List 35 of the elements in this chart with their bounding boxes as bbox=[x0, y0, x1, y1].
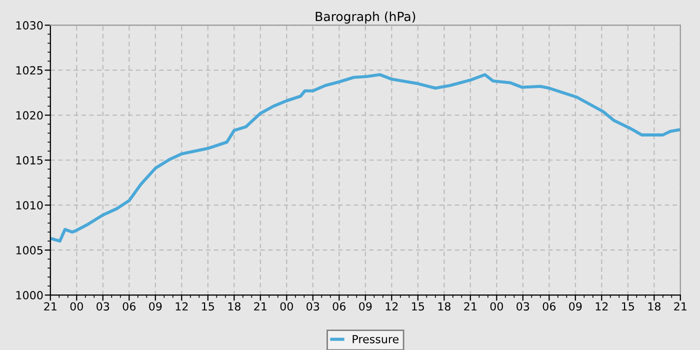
x-tick-label: 21 bbox=[674, 302, 686, 310]
y-tick-label: 1025 bbox=[16, 66, 42, 75]
chart-title: Barograph (hPa) bbox=[316, 12, 416, 24]
x-tick-label: 00 bbox=[70, 302, 83, 311]
x-tick-label: 00 bbox=[280, 302, 293, 311]
x-tick-label: 15 bbox=[202, 302, 214, 311]
x-tick-label: 15 bbox=[622, 302, 634, 311]
x-tick-label: 21 bbox=[254, 302, 266, 310]
x-tick-label: 03 bbox=[306, 302, 320, 311]
x-tick-label: 21 bbox=[464, 302, 476, 310]
x-tick-label: 06 bbox=[332, 302, 346, 311]
y-tick-label: 1015 bbox=[16, 156, 42, 165]
line-series bbox=[50, 73, 680, 243]
y-tick-label: 1000 bbox=[16, 291, 43, 300]
x-tick-label: 21 bbox=[44, 302, 56, 310]
y-tick-label: 1005 bbox=[16, 246, 42, 254]
y-tick-label: 1030 bbox=[16, 21, 43, 30]
y-tick-label: 1010 bbox=[16, 201, 43, 210]
x-tick-label: 12 bbox=[176, 302, 188, 310]
x-tick-label: 09 bbox=[149, 302, 162, 311]
x-tick-label: 03 bbox=[96, 302, 110, 311]
x-tick-label: 09 bbox=[569, 302, 582, 311]
x-tick-label: 18 bbox=[228, 302, 240, 311]
x-tick-label: 06 bbox=[122, 302, 136, 311]
y-tick-label: 1020 bbox=[16, 111, 43, 120]
x-tick-label: 00 bbox=[490, 302, 503, 311]
x-tick-label: 12 bbox=[596, 302, 608, 310]
legend-label: Pressure bbox=[352, 335, 399, 344]
x-tick-label: 03 bbox=[516, 302, 530, 311]
x-tick-label: 15 bbox=[412, 302, 424, 311]
x-tick-label: 18 bbox=[648, 302, 660, 311]
x-tick-label: 09 bbox=[359, 302, 372, 311]
x-tick-label: 12 bbox=[386, 302, 398, 310]
x-tick-label: 18 bbox=[438, 302, 450, 311]
x-tick-label: 06 bbox=[542, 302, 556, 311]
